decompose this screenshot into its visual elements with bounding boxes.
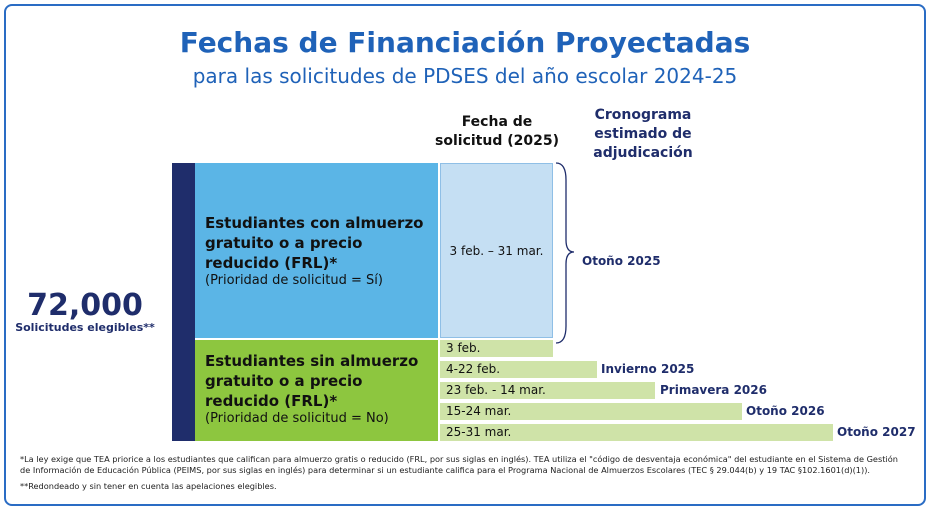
line: estimado de — [594, 126, 692, 142]
group-title: gratuito o a precio — [205, 234, 363, 252]
schedule-header: Cronograma estimado de adjudicación — [570, 106, 716, 163]
line: de Información de Educación Pública (PEI… — [20, 465, 870, 475]
footnote: **Redondeado y sin tener en cuenta las a… — [20, 481, 277, 491]
group-title: gratuito o a precio — [205, 372, 363, 390]
date-row: 3 feb. — [440, 340, 553, 357]
frame — [4, 4, 926, 506]
title: Fechas de Financiación Proyectadas — [179, 26, 751, 59]
side-bar — [172, 163, 195, 441]
group-title: Estudiantes con almuerzo — [205, 214, 424, 232]
schedule: Invierno 2025 — [601, 362, 695, 376]
brace — [555, 162, 575, 344]
group-title: reducido (FRL)* — [205, 392, 338, 410]
line: Cronograma — [594, 107, 692, 123]
footnote: *La ley exige que TEA priorice a los est… — [20, 454, 898, 476]
date-cell: 3 feb. – 31 mar. — [440, 163, 553, 338]
group-box — [195, 340, 438, 441]
group-priority: (Prioridad de solicitud = Sí) — [205, 273, 383, 288]
line: Fecha de — [461, 114, 533, 130]
group-title: reducido (FRL)* — [205, 254, 338, 272]
schedule: Primavera 2026 — [660, 383, 767, 397]
line: solicitud (2025) — [435, 133, 559, 149]
total-label: Solicitudes elegibles** — [15, 321, 155, 334]
group-title: Estudiantes sin almuerzo — [205, 352, 419, 370]
schedule: Otoño 2026 — [746, 404, 825, 418]
group-box — [195, 163, 438, 338]
date-row: 23 feb. - 14 mar. — [440, 382, 655, 399]
date-row: 25-31 mar. — [440, 424, 833, 441]
line: *La ley exige que TEA priorice a los est… — [20, 454, 898, 464]
schedule: Otoño 2025 — [582, 254, 661, 268]
group-priority: (Prioridad de solicitud = No) — [205, 411, 389, 426]
subtitle: para las solicitudes de PDSES del año es… — [192, 64, 738, 88]
group-1: Estudiantes con almuerzo gratuito o a pr… — [205, 213, 423, 288]
total-value: 72,000 — [27, 288, 143, 323]
schedule: Otoño 2027 — [837, 425, 916, 439]
group-2: Estudiantes sin almuerzo gratuito o a pr… — [205, 351, 418, 426]
line: adjudicación — [593, 145, 693, 161]
date-header: Fecha de solicitud (2025) — [430, 113, 564, 151]
date-row: 15-24 mar. — [440, 403, 742, 420]
date-row: 4-22 feb. — [440, 361, 597, 378]
